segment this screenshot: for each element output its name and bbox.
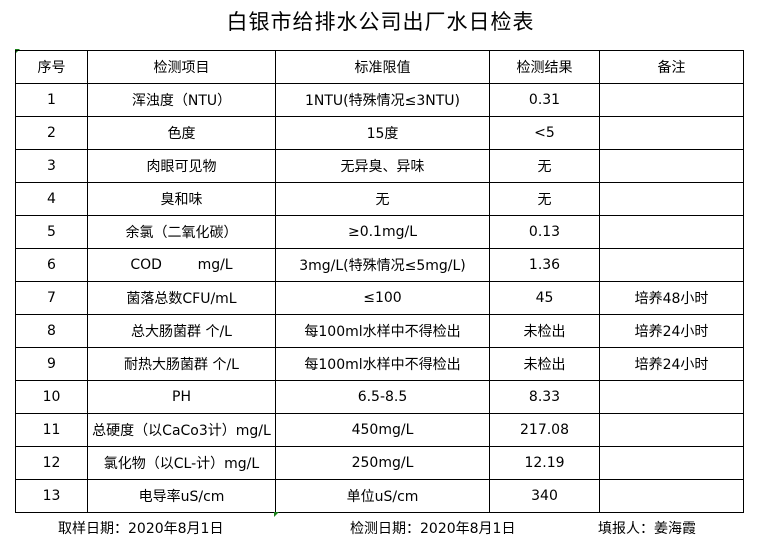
table-cell: 250mg/L <box>275 446 490 480</box>
table-cell: 每100ml水样中不得检出 <box>275 347 490 381</box>
table-cell <box>599 116 744 150</box>
table-cell: 10 <box>15 380 88 414</box>
table-cell: 2 <box>15 116 88 150</box>
table-cell: 1NTU(特殊情况≤3NTU) <box>275 83 490 117</box>
table-cell: 培养48小时 <box>599 281 744 315</box>
table-row: 1 浑浊度（NTU） 1NTU(特殊情况≤3NTU) 0.31 <box>15 83 744 117</box>
sample-date: 取样日期：2020年8月1日 <box>58 521 224 537</box>
table-cell: 1 <box>15 83 88 117</box>
table-cell: 13 <box>15 479 88 513</box>
table-cell: 3mg/L(特殊情况≤5mg/L) <box>275 248 490 282</box>
table-row: 7 菌落总数CFU/mL ≤100 45 培养48小时 <box>15 281 744 315</box>
table-cell: 1.36 <box>489 248 600 282</box>
table-cell: 无 <box>275 182 490 216</box>
test-date: 检测日期：2020年8月1日 <box>350 521 516 537</box>
table-cell: 单位uS/cm <box>275 479 490 513</box>
table-row: 5 余氯（二氧化碳） ≥0.1mg/L 0.13 <box>15 215 744 249</box>
table-row: 13 电导率uS/cm 单位uS/cm 340 <box>15 479 744 513</box>
table-cell: 菌落总数CFU/mL <box>87 281 276 315</box>
table-cell: 0.13 <box>489 215 600 249</box>
table-cell: 余氯（二氧化碳） <box>87 215 276 249</box>
table-cell: 电导率uS/cm <box>87 479 276 513</box>
table-cell: 12 <box>15 446 88 480</box>
table-cell: <5 <box>489 116 600 150</box>
table-row: 9 耐热大肠菌群 个/L 每100ml水样中不得检出 未检出 培养24小时 <box>15 347 744 381</box>
table-cell: 7 <box>15 281 88 315</box>
reporter: 填报人：姜海霞 <box>598 521 696 537</box>
table-cell: COD mg/L <box>87 248 276 282</box>
table-cell: 总大肠菌群 个/L <box>87 314 276 348</box>
table-cell: 3 <box>15 149 88 183</box>
table-cell: 肉眼可见物 <box>87 149 276 183</box>
table-cell <box>599 380 744 414</box>
table-cell: 15度 <box>275 116 490 150</box>
table-cell: 8 <box>15 314 88 348</box>
header-cell: 检测项目 <box>87 50 276 84</box>
table-cell: 氯化物（以CL-计）mg/L <box>87 446 276 480</box>
table-header-row: 序号 检测项目 标准限值 检测结果 备注 <box>15 50 744 84</box>
table-cell: 培养24小时 <box>599 314 744 348</box>
table-cell: 9 <box>15 347 88 381</box>
table-cell: 无异臭、异味 <box>275 149 490 183</box>
table-cell <box>599 248 744 282</box>
header-cell: 序号 <box>15 50 88 84</box>
table-cell <box>599 446 744 480</box>
table-cell: 每100ml水样中不得检出 <box>275 314 490 348</box>
table-cell: 耐热大肠菌群 个/L <box>87 347 276 381</box>
header-cell: 检测结果 <box>489 50 600 84</box>
cell-marker <box>274 512 279 517</box>
table-cell <box>599 182 744 216</box>
table-cell: 总硬度（以CaCo3计）mg/L <box>87 413 276 447</box>
table-cell <box>599 413 744 447</box>
table-cell <box>599 83 744 117</box>
header-cell: 备注 <box>599 50 744 84</box>
table-cell: 未检出 <box>489 314 600 348</box>
table-row: 4 臭和味无无 <box>15 182 744 216</box>
table-cell: 臭和味 <box>87 182 276 216</box>
table-cell: 217.08 <box>489 413 600 447</box>
table-cell: ≤100 <box>275 281 490 315</box>
table-row: 11 总硬度（以CaCo3计）mg/L 450mg/L 217.08 <box>15 413 744 447</box>
table-cell: ≥0.1mg/L <box>275 215 490 249</box>
page-title: 白银市给排水公司出厂水日检表 <box>226 10 535 34</box>
table-cell: 12.19 <box>489 446 600 480</box>
table-row: 8 总大肠菌群 个/L 每100ml水样中不得检出 未检出 培养24小时 <box>15 314 744 348</box>
header-cell: 标准限值 <box>275 50 490 84</box>
table-cell: 45 <box>489 281 600 315</box>
table-cell: PH <box>87 380 276 414</box>
table-cell <box>599 215 744 249</box>
table-cell: 11 <box>15 413 88 447</box>
table-cell: 色度 <box>87 116 276 150</box>
table-cell: 5 <box>15 215 88 249</box>
table-cell: 340 <box>489 479 600 513</box>
table-cell: 无 <box>489 182 600 216</box>
table-cell: 培养24小时 <box>599 347 744 381</box>
table-cell: 浑浊度（NTU） <box>87 83 276 117</box>
inspection-table: 序号 检测项目 标准限值 检测结果 备注 1 浑浊度（NTU） 1NTU(特殊情况≤3NTU… <box>15 50 744 513</box>
table-cell: 4 <box>15 182 88 216</box>
table-cell: 无 <box>489 149 600 183</box>
table-cell: 未检出 <box>489 347 600 381</box>
table-row: 3 肉眼可见物 无异臭、异味无 <box>15 149 744 183</box>
table-row: 10 PH 6.5-8.5 8.33 <box>15 380 744 414</box>
table-row: 2 色度 15度 <5 <box>15 116 744 150</box>
table-cell: 450mg/L <box>275 413 490 447</box>
table-cell <box>599 479 744 513</box>
table-cell: 8.33 <box>489 380 600 414</box>
table-row: 6 COD mg/L 3mg/L(特殊情况≤5mg/L) 1.36 <box>15 248 744 282</box>
table-cell: 0.31 <box>489 83 600 117</box>
table-cell <box>599 149 744 183</box>
table-cell: 6.5-8.5 <box>275 380 490 414</box>
table-row: 12 氯化物（以CL-计）mg/L 250mg/L 12.19 <box>15 446 744 480</box>
table-cell: 6 <box>15 248 88 282</box>
